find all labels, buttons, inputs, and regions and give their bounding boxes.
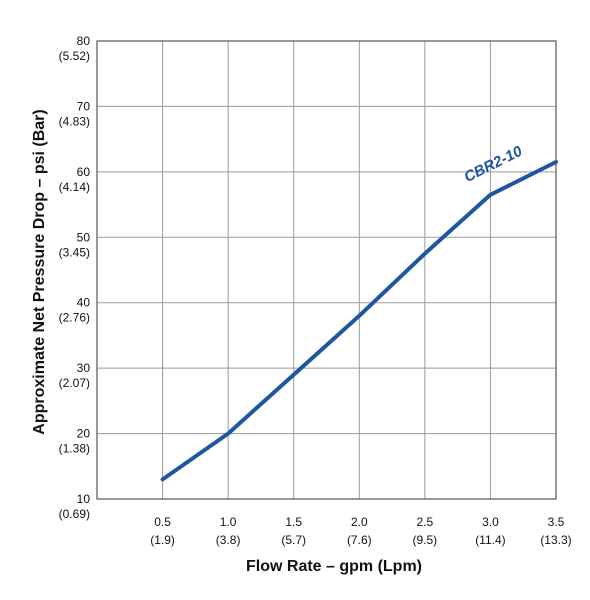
x-axis-ticks: 0.5 (1.9) 1.0 (3.8) 1.5 (5.7) 2.0 (7.6) 2.5 (9.5)… bbox=[150, 515, 571, 547]
x-tick-label: 2.0 bbox=[351, 515, 368, 529]
x-tick-sublabel: (7.6) bbox=[347, 533, 372, 547]
y-axis-ticks: 10(0.69) 20(1.38) 30(2.07) 40(2.76) 50(3.45)… bbox=[59, 34, 91, 521]
y-tick-sublabel: (0.69) bbox=[59, 507, 90, 521]
x-tick-label: 2.5 bbox=[417, 515, 434, 529]
x-tick-sublabel: (13.3) bbox=[540, 533, 571, 547]
series-label: CBR2-10 bbox=[461, 143, 525, 186]
grid bbox=[97, 41, 556, 499]
plot-border bbox=[96, 40, 557, 500]
y-tick-sublabel: (5.52) bbox=[59, 49, 90, 63]
y-tick-sublabel: (2.76) bbox=[59, 311, 90, 325]
y-tick-label: 60 bbox=[77, 165, 91, 179]
y-tick-label: 20 bbox=[77, 427, 91, 441]
x-tick-sublabel: (5.7) bbox=[281, 533, 306, 547]
x-tick-sublabel: (3.8) bbox=[216, 533, 241, 547]
y-axis-title: Approximate Net Pressure Drop – psi (Bar… bbox=[31, 109, 48, 434]
x-tick-label: 3.5 bbox=[548, 515, 565, 529]
y-tick-label: 40 bbox=[77, 296, 91, 310]
x-tick-sublabel: (9.5) bbox=[413, 533, 438, 547]
y-tick-label: 10 bbox=[77, 492, 91, 506]
x-axis-title: Flow Rate – gpm (Lpm) bbox=[246, 558, 422, 575]
y-tick-sublabel: (3.45) bbox=[59, 245, 90, 259]
y-tick-sublabel: (4.14) bbox=[59, 180, 90, 194]
y-tick-label: 50 bbox=[77, 230, 91, 244]
y-tick-sublabel: (1.38) bbox=[59, 442, 90, 456]
y-tick-label: 30 bbox=[77, 361, 91, 375]
y-tick-label: 80 bbox=[77, 34, 91, 48]
plot-frame bbox=[96, 40, 557, 500]
y-tick-sublabel: (4.83) bbox=[59, 114, 90, 128]
series-line bbox=[160, 160, 558, 482]
x-tick-label: 1.0 bbox=[220, 515, 237, 529]
y-tick-sublabel: (2.07) bbox=[59, 376, 90, 390]
x-tick-label: 1.5 bbox=[285, 515, 302, 529]
y-tick-label: 70 bbox=[77, 99, 91, 113]
x-tick-sublabel: (11.4) bbox=[475, 533, 505, 547]
x-tick-sublabel: (1.9) bbox=[150, 533, 175, 547]
x-tick-label: 3.0 bbox=[482, 515, 499, 529]
x-tick-label: 0.5 bbox=[154, 515, 171, 529]
